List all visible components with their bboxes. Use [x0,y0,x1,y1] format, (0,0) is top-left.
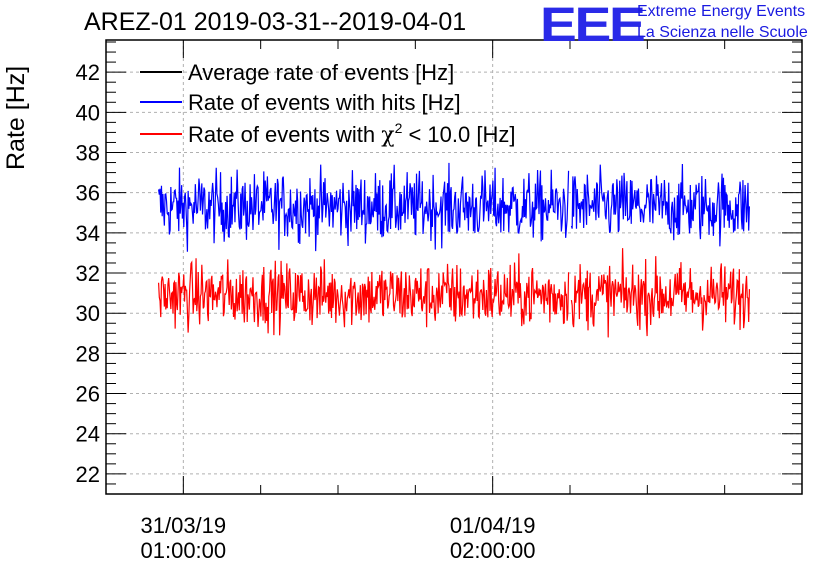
series-line-hits [157,162,751,252]
logo-line-2: La Scienza nelle Scuole [637,24,808,41]
x-tick-time-label: 02:00:00 [450,538,536,563]
y-tick-label: 28 [76,341,100,366]
x-tick-date-label: 31/03/19 [141,513,227,538]
y-tick-label: 42 [76,60,100,85]
y-tick-label: 40 [76,100,100,125]
y-tick-label: 22 [76,462,100,487]
legend-label-hits: Rate of events with hits [Hz] [188,90,461,115]
logo-line-1: Extreme Energy Events [637,3,806,20]
y-tick-label: 38 [76,140,100,165]
legend-label-average: Average rate of events [Hz] [188,60,454,85]
y-axis-label: Rate [Hz] [2,65,30,170]
plot-frame [105,39,803,495]
legend-label-chi2: Rate of events with χ2 < 10.0 [Hz] [188,120,515,148]
y-tick-label: 36 [76,181,100,206]
legend: Average rate of events [Hz] Rate of event… [140,60,515,148]
y-tick-label: 32 [76,261,100,286]
x-tick-time-label: 01:00:00 [141,538,227,563]
eee-logo: EEE [540,0,646,52]
y-tick-label: 24 [76,422,100,447]
chart-title: AREZ-01 2019-03-31--2019-04-01 [84,8,467,36]
y-tick-label: 26 [76,382,100,407]
x-tick-date-label: 01/04/19 [450,513,536,538]
y-tick-label: 30 [76,301,100,326]
y-tick-label: 34 [76,221,100,246]
series-line-chi2 [157,248,751,338]
series-layer [157,162,751,338]
